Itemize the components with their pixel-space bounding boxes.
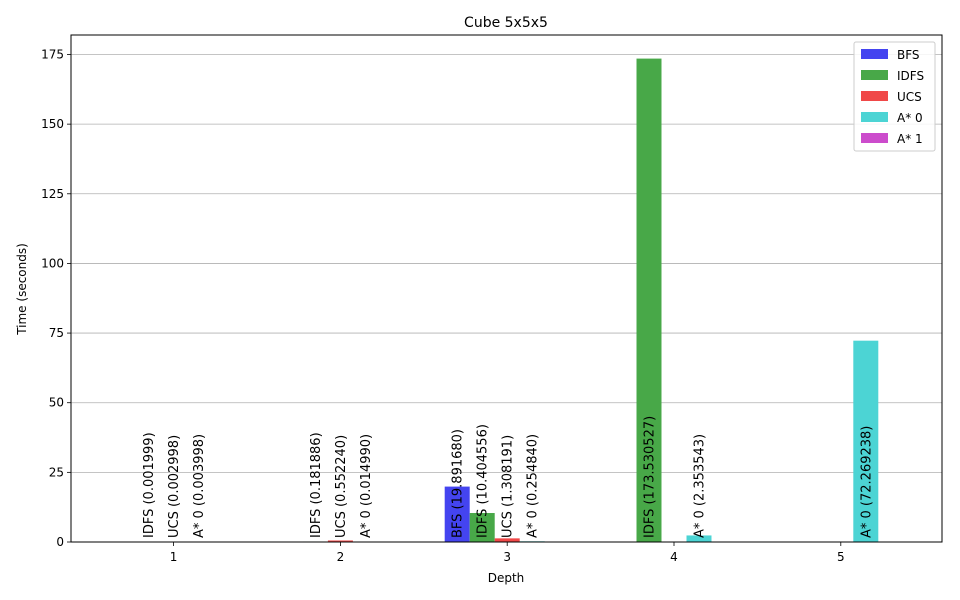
- chart-title: Cube 5x5x5: [464, 15, 548, 31]
- legend-swatch: [861, 133, 888, 143]
- x-axis-ticks: 1 2 3 4 5: [170, 542, 845, 564]
- bar: [853, 340, 879, 542]
- y-tick-label: 0: [56, 535, 64, 549]
- legend-entry: A* 0: [897, 111, 923, 125]
- bar-value-label: A* 0 (2.353543): [693, 434, 708, 538]
- bars: [136, 58, 879, 542]
- x-tick-label: 2: [337, 550, 345, 564]
- legend-swatch: [861, 91, 888, 101]
- legend-swatch: [861, 112, 888, 122]
- x-axis-label: Depth: [488, 571, 525, 585]
- legend-entry: A* 1: [897, 132, 923, 146]
- bar-value-label: UCS (1.308191): [501, 435, 516, 538]
- bar-value-label: IDFS (0.001999): [142, 432, 157, 538]
- x-tick-label: 1: [170, 550, 178, 564]
- bar-value-label: A* 0 (72.269238): [859, 426, 874, 538]
- y-tick-label: 100: [41, 256, 64, 270]
- bar-labels: BFS (19.891680) IDFS (0.001999) IDFS (0.18…: [142, 416, 874, 538]
- bar-value-label: A* 0 (0.003998): [192, 434, 207, 538]
- legend-entry: UCS: [897, 90, 922, 104]
- bar-value-label: A* 0 (0.014990): [359, 434, 374, 538]
- y-tick-label: 75: [49, 326, 64, 340]
- bar: [444, 486, 470, 542]
- y-tick-label: 175: [41, 48, 64, 62]
- legend-entry: BFS: [897, 48, 920, 62]
- bar-value-label: A* 0 (0.254840): [526, 434, 541, 538]
- legend-swatch: [861, 70, 888, 80]
- y-axis-label: Time (seconds): [15, 243, 29, 336]
- bar-value-label: IDFS (0.181886): [309, 432, 324, 538]
- bar: [494, 538, 520, 542]
- y-tick-label: 150: [41, 117, 64, 131]
- x-tick-label: 5: [837, 550, 845, 564]
- plot-area-frame: [70, 34, 943, 543]
- bar-value-label: IDFS (173.530527): [643, 416, 658, 538]
- y-axis-ticks: 0 25 50 75 100 125 150 175: [41, 48, 71, 549]
- bar-value-label: BFS (19.891680): [451, 429, 466, 538]
- bar: [469, 513, 495, 542]
- legend-entry: IDFS: [897, 69, 924, 83]
- y-tick-label: 50: [49, 396, 64, 410]
- bar-value-label: IDFS (10.404556): [476, 424, 491, 538]
- bar: [636, 58, 662, 542]
- legend: BFS IDFS UCS A* 0 A* 1: [853, 41, 936, 152]
- y-tick-label: 25: [49, 465, 64, 479]
- y-tick-label: 125: [41, 187, 64, 201]
- grid-lines: [71, 54, 942, 543]
- legend-swatch: [861, 49, 888, 59]
- bar-value-label: UCS (0.002998): [167, 435, 182, 538]
- legend-frame: [853, 41, 936, 152]
- x-tick-label: 4: [670, 550, 678, 564]
- bar: [686, 535, 712, 542]
- bar: [327, 540, 353, 542]
- bar-value-label: UCS (0.552240): [334, 435, 349, 538]
- x-tick-label: 3: [503, 550, 511, 564]
